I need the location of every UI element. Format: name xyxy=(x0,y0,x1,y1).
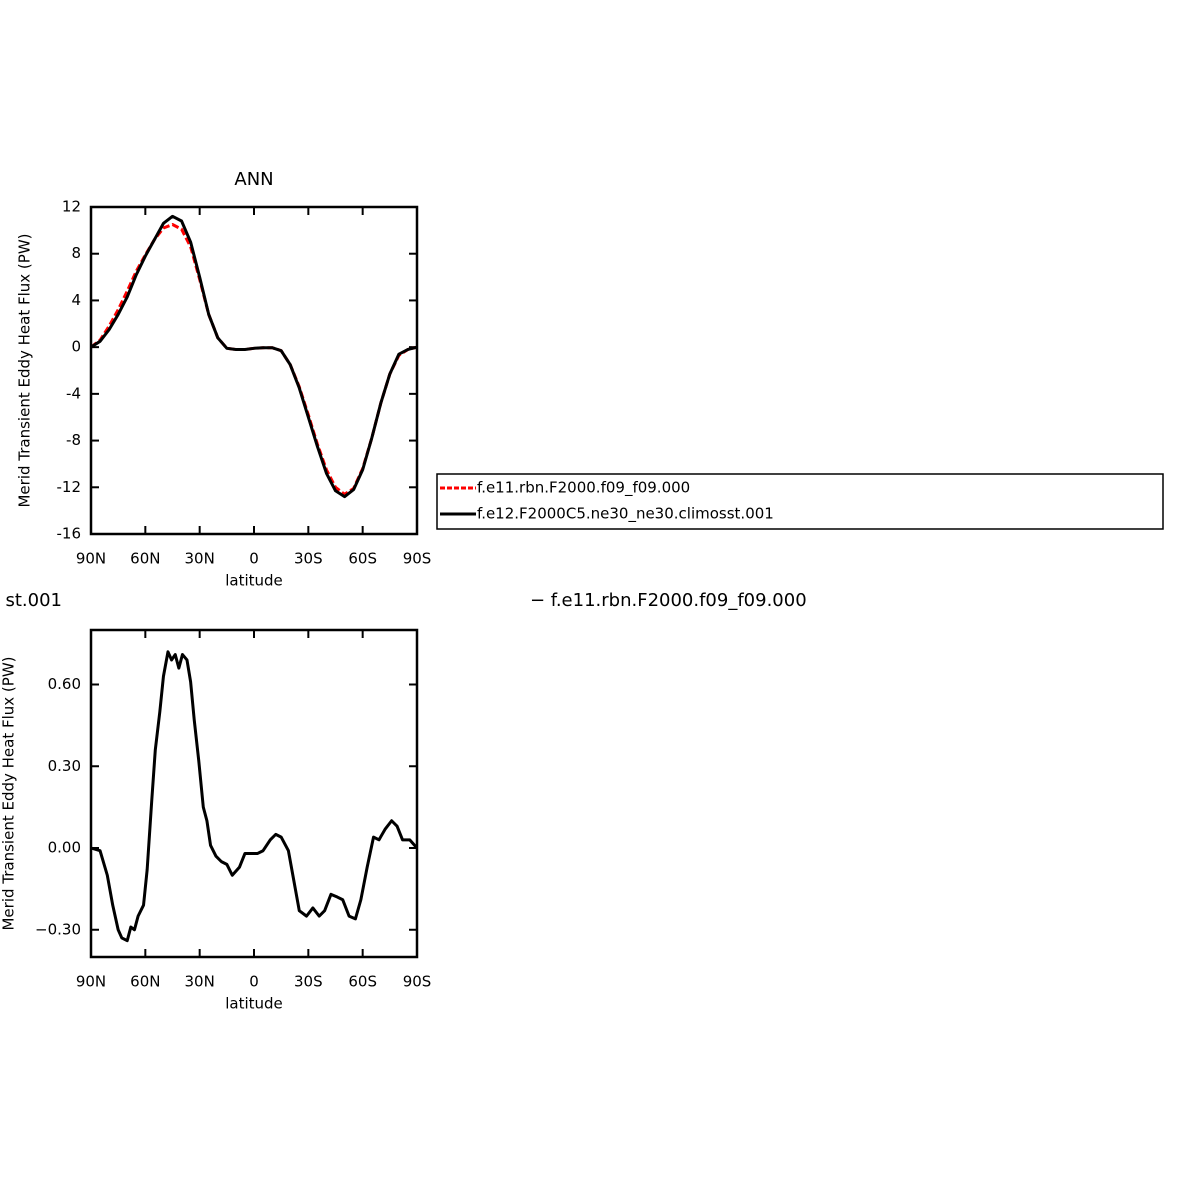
x-tick-label: 30N xyxy=(185,973,215,991)
x-tick-label: 30N xyxy=(185,550,215,568)
plot-frame xyxy=(89,628,419,959)
y-tick-label: 0 xyxy=(71,338,81,356)
data-line xyxy=(90,214,418,499)
x-tick-label: 90N xyxy=(76,550,106,568)
chart-subtitle: − f.e11.rbn.F2000.f09_f09.000 xyxy=(530,590,807,611)
x-tick-label: 90N xyxy=(76,973,106,991)
chart-title: st.001 xyxy=(5,590,62,611)
y-tick-label: -8 xyxy=(66,431,81,449)
y-tick-label: 8 xyxy=(71,244,81,262)
y-tick-label: 0.60 xyxy=(48,675,81,693)
y-tick-label: -16 xyxy=(57,525,82,543)
x-tick-label: 0 xyxy=(249,550,259,568)
legend-label: f.e12.F2000C5.ne30_ne30.climosst.001 xyxy=(477,505,774,524)
y-tick-label: −0.30 xyxy=(35,920,81,938)
x-tick-label: 90S xyxy=(403,973,432,991)
x-tick-label: 60S xyxy=(348,973,377,991)
y-tick-label: 0.00 xyxy=(48,839,81,857)
y-axis-label: Merid Transient Eddy Heat Flux (PW) xyxy=(16,233,34,507)
x-axis-label: latitude xyxy=(225,995,283,1013)
y-tick-label: -4 xyxy=(66,384,81,402)
x-tick-label: 60S xyxy=(348,550,377,568)
y-tick-label: 0.30 xyxy=(48,757,81,775)
x-tick-label: 30S xyxy=(294,550,323,568)
x-tick-label: 0 xyxy=(249,973,259,991)
y-axis-label: Merid Transient Eddy Heat Flux (PW) xyxy=(0,656,18,930)
x-tick-label: 90S xyxy=(403,550,432,568)
x-tick-label: 60N xyxy=(130,550,160,568)
legend-label: f.e11.rbn.F2000.f09_f09.000 xyxy=(477,479,690,498)
y-tick-label: 12 xyxy=(62,198,81,216)
data-line xyxy=(90,650,419,943)
plot-frame xyxy=(89,205,419,536)
plot: ANN latitude Merid Transient Eddy Heat Flu… xyxy=(16,169,1164,590)
chart-title: ANN xyxy=(234,169,273,190)
x-axis-label: latitude xyxy=(225,572,283,590)
y-tick-label: 4 xyxy=(71,291,81,309)
x-tick-label: 60N xyxy=(130,973,160,991)
y-tick-label: -12 xyxy=(57,478,82,496)
x-tick-label: 30S xyxy=(294,973,323,991)
legend-box xyxy=(436,473,1164,530)
plot: st.001 − f.e11.rbn.F2000.f09_f09.000latit… xyxy=(0,590,807,1013)
